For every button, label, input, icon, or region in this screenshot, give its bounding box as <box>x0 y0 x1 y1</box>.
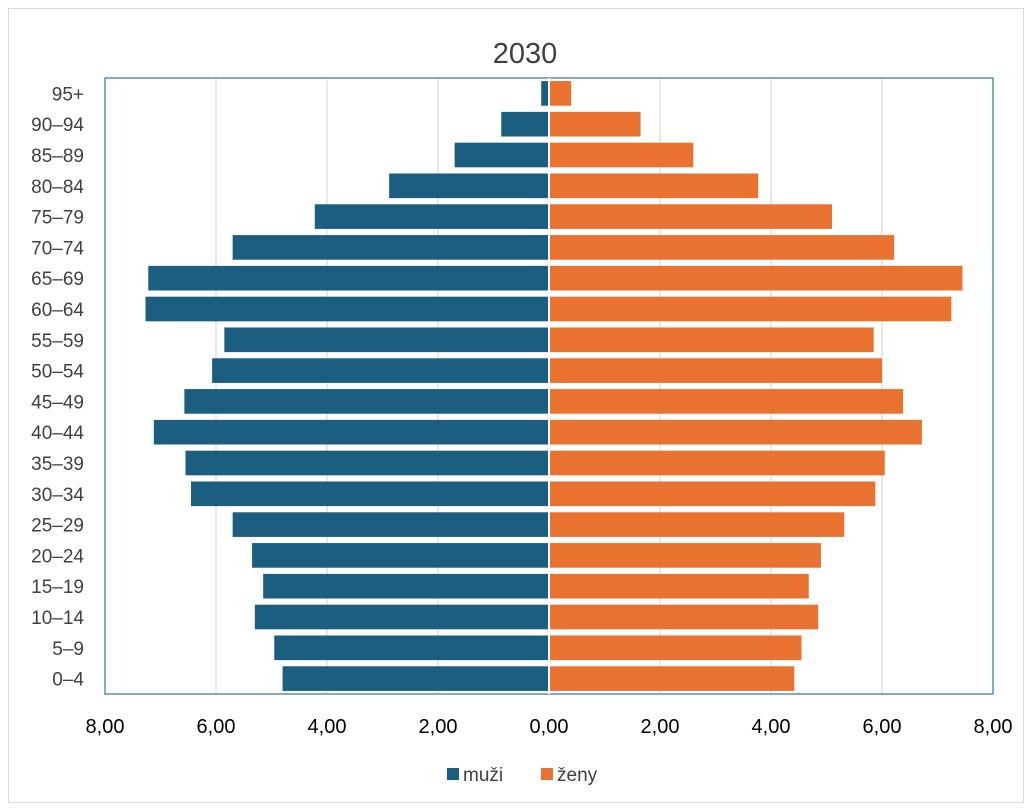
legend-label-muzi: muži <box>463 765 503 786</box>
y-tick-label: 50–54 <box>31 362 84 383</box>
y-tick-label: 25–29 <box>31 516 84 537</box>
y-tick-label: 55–59 <box>31 331 84 352</box>
x-tick-label: 6,00 <box>197 716 236 738</box>
y-tick-label: 60–64 <box>31 300 84 321</box>
bar-muzi-25–29 <box>232 512 549 537</box>
y-tick-label: 5–9 <box>52 639 84 660</box>
bar-muzi-65–69 <box>148 265 550 291</box>
y-tick-label: 40–44 <box>31 423 84 444</box>
bar-zeny-45–49 <box>549 389 904 414</box>
bar-muzi-75–79 <box>314 204 549 229</box>
y-tick-label: 35–39 <box>31 454 84 475</box>
bar-muzi-35–39 <box>185 450 549 476</box>
bar-zeny-20–24 <box>549 543 821 568</box>
bar-zeny-70–74 <box>549 235 895 260</box>
x-tick-label: 4,00 <box>752 716 791 738</box>
bar-muzi-60–64 <box>145 296 549 322</box>
bar-zeny-35–39 <box>549 450 885 476</box>
bar-zeny-90–94 <box>549 111 641 137</box>
bar-muzi-40–44 <box>153 419 549 445</box>
legend: muži ženy <box>447 765 598 786</box>
bar-zeny-40–44 <box>549 419 922 445</box>
y-tick-label: 10–14 <box>31 608 84 629</box>
bar-zeny-55–59 <box>549 327 874 353</box>
legend-swatch-muzi <box>447 768 459 780</box>
x-tick-label: 8,00 <box>974 716 1013 738</box>
bar-muzi-5–9 <box>274 635 549 661</box>
bar-muzi-70–74 <box>232 235 549 260</box>
bar-zeny-65–69 <box>549 265 963 291</box>
y-tick-label: 0–4 <box>52 670 84 691</box>
bars <box>145 81 963 691</box>
legend-label-zeny: ženy <box>557 765 598 786</box>
y-tick-label: 75–79 <box>31 208 84 229</box>
bar-muzi-85–89 <box>454 142 549 168</box>
y-tick-label: 85–89 <box>31 146 84 167</box>
x-tick-label: 8,00 <box>86 716 125 738</box>
bar-muzi-30–34 <box>191 481 549 507</box>
y-tick-label: 15–19 <box>31 577 84 598</box>
y-tick-label: 70–74 <box>31 238 84 259</box>
y-axis-labels: 0–4 5–9 10–14 15–19 20–24 25–29 30–34 35–39 40–4… <box>31 84 84 690</box>
bar-muzi-20–24 <box>252 543 549 568</box>
x-tick-label: 6,00 <box>863 716 902 738</box>
bar-zeny-25–29 <box>549 512 845 537</box>
legend-swatch-zeny <box>541 768 553 780</box>
bar-muzi-15–19 <box>263 573 549 599</box>
y-tick-label: 45–49 <box>31 392 84 413</box>
bar-muzi-45–49 <box>184 389 550 414</box>
x-axis-labels: 8,00 6,00 4,00 2,00 0,00 2,00 4,00 6,00 8,00 <box>86 716 1013 738</box>
bar-zeny-80–84 <box>549 173 759 199</box>
bar-zeny-15–19 <box>549 573 809 599</box>
y-tick-label: 80–84 <box>31 177 84 198</box>
bar-zeny-30–34 <box>549 481 876 507</box>
y-tick-label: 95+ <box>52 84 84 105</box>
bar-zeny-5–9 <box>549 635 802 661</box>
bar-muzi-50–54 <box>212 358 550 383</box>
x-tick-label: 2,00 <box>641 716 680 738</box>
bar-muzi-10–14 <box>254 604 549 630</box>
bar-zeny-85–89 <box>549 142 694 168</box>
bar-muzi-95+ <box>541 81 549 106</box>
y-tick-label: 30–34 <box>31 485 84 506</box>
y-tick-label: 65–69 <box>31 269 84 290</box>
bar-muzi-55–59 <box>224 327 549 353</box>
bar-muzi-80–84 <box>389 173 549 199</box>
chart-title: 2030 <box>493 38 558 70</box>
bar-zeny-10–14 <box>549 604 819 630</box>
bar-muzi-0–4 <box>282 666 549 691</box>
bar-muzi-90–94 <box>501 111 549 137</box>
y-tick-label: 90–94 <box>31 115 84 136</box>
x-tick-label: 0,00 <box>530 716 569 738</box>
bar-zeny-50–54 <box>549 358 882 383</box>
x-tick-label: 2,00 <box>419 716 458 738</box>
bar-zeny-0–4 <box>549 666 795 691</box>
x-tick-label: 4,00 <box>308 716 347 738</box>
bar-zeny-95+ <box>549 81 572 106</box>
y-tick-label: 20–24 <box>31 546 84 567</box>
bar-zeny-75–79 <box>549 204 833 229</box>
bar-zeny-60–64 <box>549 296 952 322</box>
